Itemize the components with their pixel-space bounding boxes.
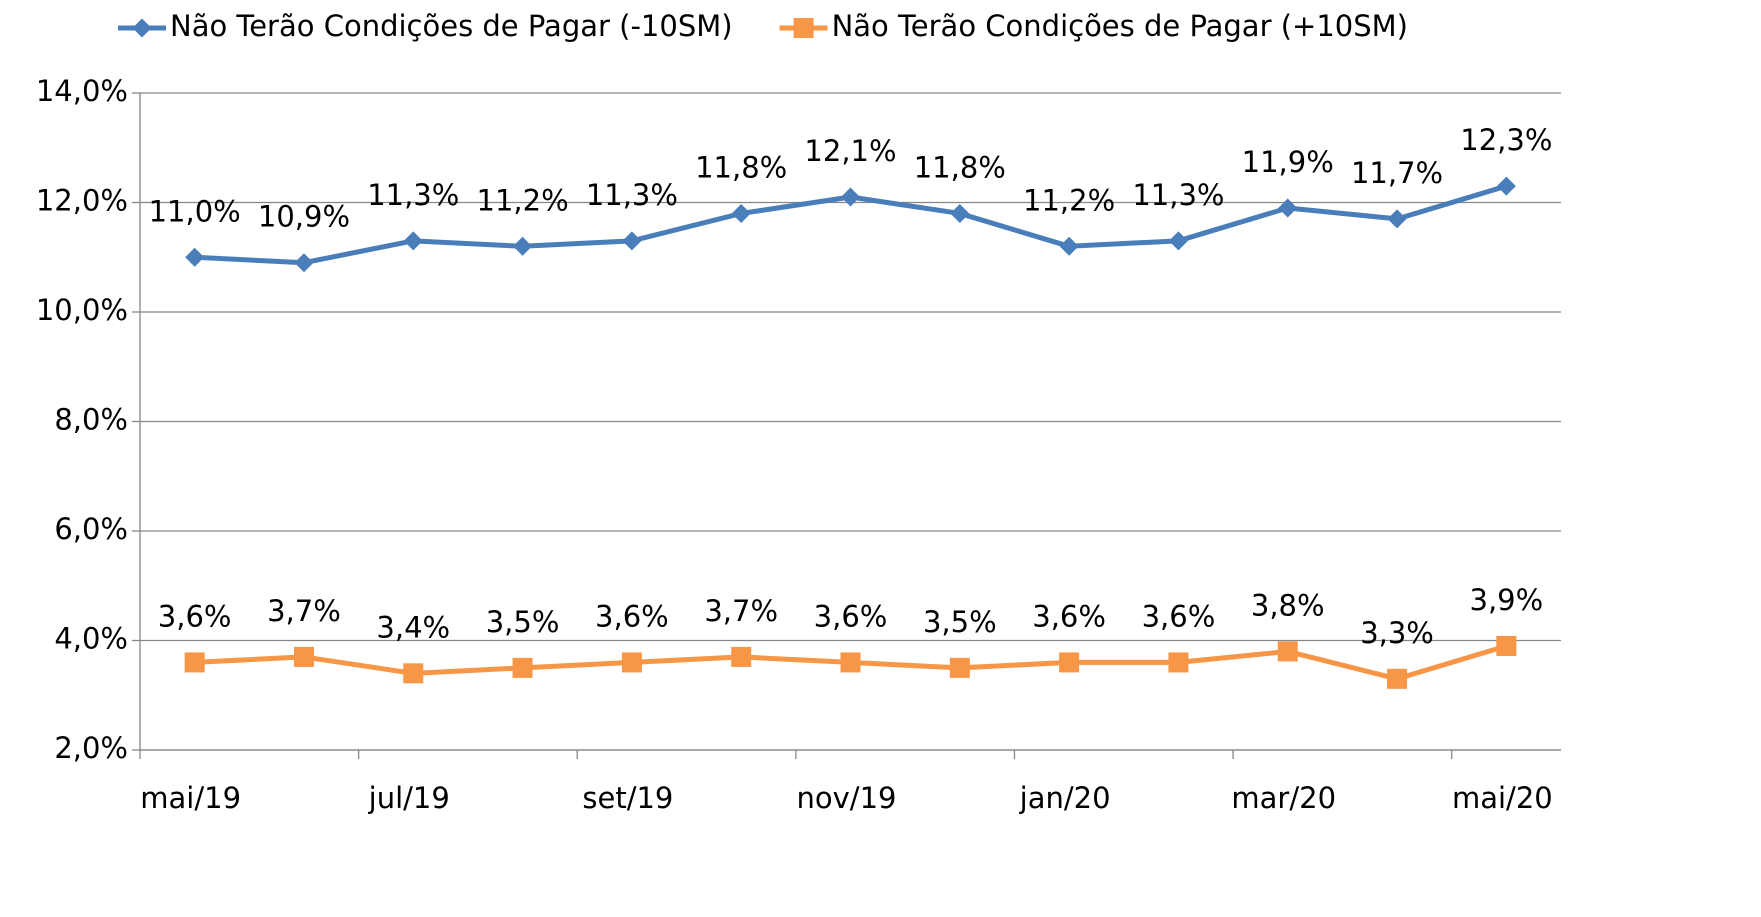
data-point: [185, 247, 205, 267]
data-point: [1496, 176, 1516, 196]
y-tick-label: 8,0%: [54, 403, 128, 437]
data-point: [1168, 652, 1189, 673]
legend-label: Não Terão Condições de Pagar (-10SM): [170, 9, 733, 43]
data-point: [1278, 198, 1298, 218]
data-point: [512, 657, 533, 678]
data-label: 3,9%: [1470, 583, 1544, 617]
y-tick-label: 2,0%: [54, 731, 128, 765]
data-label: 11,3%: [367, 178, 459, 212]
x-tick-label: set/19: [582, 781, 673, 815]
data-label: 3,6%: [158, 599, 232, 633]
data-label: 3,7%: [267, 594, 341, 628]
data-point: [949, 657, 970, 678]
data-point: [621, 652, 642, 673]
data-point: [294, 253, 314, 273]
data-point: [950, 203, 970, 223]
x-tick-label: nov/19: [797, 781, 897, 815]
data-point: [731, 203, 751, 223]
data-label: 3,4%: [376, 610, 450, 644]
data-label: 3,5%: [923, 605, 997, 639]
legend-marker: [793, 18, 814, 38]
x-tick-label: jan/20: [1019, 781, 1111, 815]
data-point: [513, 236, 533, 256]
y-tick-label: 4,0%: [54, 622, 128, 656]
data-label: 11,3%: [1132, 178, 1224, 212]
data-label: 11,2%: [477, 183, 569, 217]
data-point: [1496, 635, 1517, 656]
data-label: 10,9%: [258, 200, 350, 234]
data-label: 3,7%: [704, 594, 778, 628]
y-tick-label: 6,0%: [54, 512, 128, 546]
data-label: 11,3%: [586, 178, 678, 212]
data-label: 3,6%: [595, 599, 669, 633]
data-point: [841, 187, 860, 207]
data-point: [293, 646, 314, 667]
data-point: [184, 652, 205, 673]
data-point: [1387, 209, 1407, 229]
data-label: 3,6%: [1142, 599, 1216, 633]
data-point: [1277, 641, 1298, 662]
data-point: [1059, 236, 1079, 256]
data-label: 11,7%: [1351, 156, 1443, 190]
data-point: [1387, 668, 1408, 689]
data-label: 11,9%: [1242, 145, 1334, 179]
x-tick-label: jul/19: [368, 781, 450, 815]
data-point: [1168, 231, 1188, 251]
data-label: 12,3%: [1460, 123, 1552, 157]
data-label: 11,8%: [695, 150, 787, 184]
data-label: 3,6%: [814, 599, 888, 633]
data-point: [622, 231, 642, 251]
data-point: [731, 646, 752, 667]
x-tick-label: mai/20: [1452, 781, 1553, 815]
data-label: 3,3%: [1360, 616, 1434, 650]
y-tick-label: 14,0%: [36, 74, 128, 108]
data-label: 12,1%: [804, 134, 896, 168]
data-point: [840, 652, 861, 673]
x-tick-label: mar/20: [1231, 781, 1336, 815]
y-tick-label: 10,0%: [36, 293, 128, 327]
y-tick-label: 12,0%: [36, 184, 128, 218]
legend-label: Não Terão Condições de Pagar (+10SM): [832, 9, 1408, 43]
data-label: 3,5%: [486, 605, 560, 639]
legend-marker: [132, 18, 152, 38]
x-tick-label: mai/19: [140, 781, 241, 815]
data-label: 3,6%: [1032, 599, 1106, 633]
data-point: [403, 231, 423, 251]
data-point: [403, 663, 424, 684]
data-label: 11,2%: [1023, 183, 1115, 217]
data-label: 11,0%: [149, 194, 241, 228]
data-label: 11,8%: [914, 150, 1006, 184]
data-point: [1059, 652, 1080, 673]
data-label: 3,8%: [1251, 588, 1325, 622]
